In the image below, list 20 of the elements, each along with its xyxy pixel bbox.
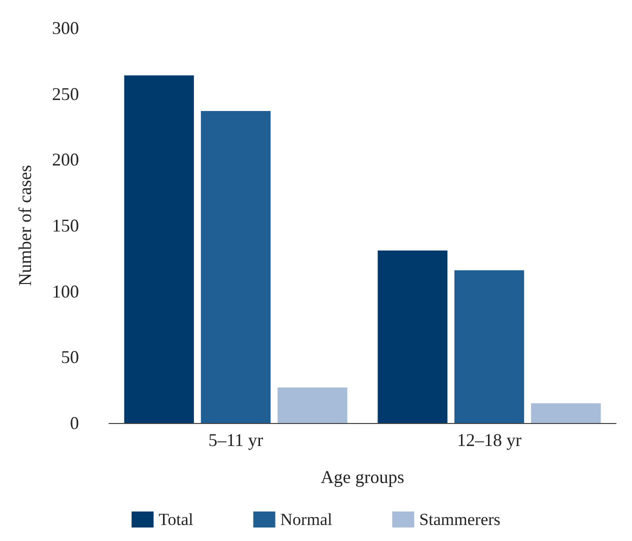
bar [378,250,448,423]
y-tick-label: 0 [70,413,79,433]
legend-label: Normal [280,510,332,529]
x-tick-label: 5–11 yr [208,430,264,450]
y-tick-label: 300 [52,18,79,38]
x-axis-title: Age groups [320,467,404,487]
bar [200,110,271,423]
y-tick-label: 50 [61,347,79,368]
x-tick-label: 12–18 yr [457,430,522,450]
y-tick-label: 200 [52,150,79,170]
y-tick-label: 250 [52,84,79,104]
bar [454,270,524,423]
legend-label: Stammerers [419,510,500,529]
y-tick-label: 100 [52,281,79,302]
legend-label: Total [158,510,194,529]
y-tick-label: 150 [52,216,79,236]
bar [531,403,601,423]
bar [124,75,194,423]
y-axis-title: Number of cases [15,165,35,286]
bar [278,387,348,423]
